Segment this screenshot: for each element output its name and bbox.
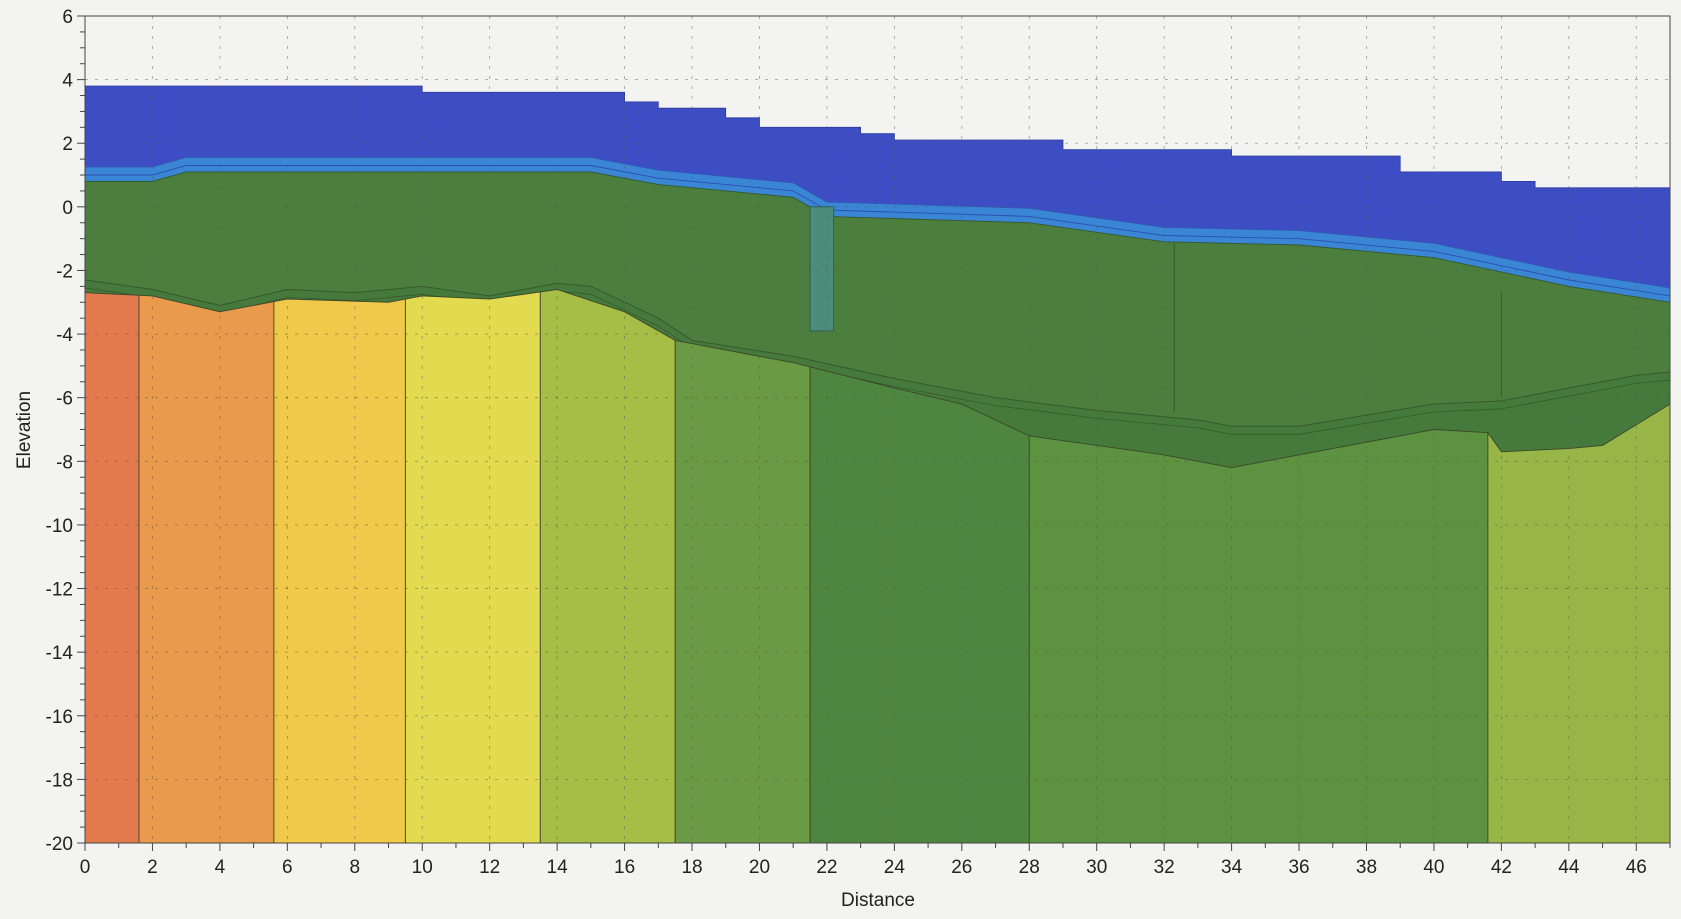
x-tick-label: 12 bbox=[479, 857, 500, 878]
y-tick-label: 0 bbox=[62, 198, 73, 219]
x-tick-label: 38 bbox=[1356, 857, 1377, 878]
y-tick-label: -14 bbox=[46, 643, 74, 664]
x-tick-label: 18 bbox=[681, 857, 702, 878]
y-tick-label: -10 bbox=[46, 516, 73, 537]
column-segment-2 bbox=[138, 294, 275, 844]
x-tick-label: 8 bbox=[349, 857, 360, 878]
x-tick-label: 16 bbox=[614, 857, 635, 878]
x-tick-label: 14 bbox=[547, 857, 569, 878]
y-tick-label: 6 bbox=[62, 7, 73, 28]
column-segment-5 bbox=[539, 289, 676, 844]
layer-fills bbox=[84, 85, 1671, 844]
x-tick-label: 30 bbox=[1086, 857, 1107, 878]
y-tick-label: -8 bbox=[56, 452, 73, 473]
y-tick-label: 2 bbox=[62, 134, 73, 155]
x-tick-label: 2 bbox=[147, 857, 158, 878]
y-tick-label: -18 bbox=[46, 770, 73, 791]
column-segment-1 bbox=[84, 292, 140, 844]
channel-feature bbox=[809, 206, 835, 332]
x-tick-label: 24 bbox=[884, 857, 906, 878]
x-tick-label: 20 bbox=[749, 857, 770, 878]
x-tick-label: 42 bbox=[1491, 857, 1512, 878]
y-tick-label: -16 bbox=[46, 707, 73, 728]
y-tick-label: -20 bbox=[46, 834, 73, 855]
y-tick-label: -6 bbox=[56, 389, 73, 410]
x-tick-label: 36 bbox=[1288, 857, 1309, 878]
column-segment-8 bbox=[1028, 429, 1489, 844]
column-segment-9 bbox=[1487, 403, 1671, 844]
column-segment-3 bbox=[273, 298, 406, 844]
x-tick-label: 34 bbox=[1221, 857, 1243, 878]
x-tick-label: 26 bbox=[951, 857, 972, 878]
x-tick-label: 0 bbox=[80, 857, 91, 878]
y-tick-label: -4 bbox=[56, 325, 73, 346]
y-axis-title: Elevation bbox=[14, 391, 35, 469]
x-tick-label: 6 bbox=[282, 857, 293, 878]
x-tick-label: 10 bbox=[412, 857, 433, 878]
y-tick-label: -12 bbox=[46, 580, 73, 601]
x-tick-label: 28 bbox=[1019, 857, 1040, 878]
column-segment-4 bbox=[404, 291, 541, 844]
x-tick-label: 40 bbox=[1423, 857, 1444, 878]
y-tick-label: -2 bbox=[56, 261, 73, 282]
x-tick-label: 4 bbox=[215, 857, 226, 878]
axes: 0 2 4 6 8 10 12 14 16 18 20 22 24 26 28 30 32 34 36 38 40 42 4… bbox=[46, 7, 1671, 878]
x-tick-label: 46 bbox=[1626, 857, 1647, 878]
x-tick-label: 44 bbox=[1558, 857, 1580, 878]
column-segment-7 bbox=[809, 366, 1030, 844]
x-tick-label: 22 bbox=[816, 857, 837, 878]
x-tick-label: 32 bbox=[1154, 857, 1175, 878]
x-axis-title: Distance bbox=[841, 890, 915, 911]
y-tick-label: 4 bbox=[62, 71, 73, 92]
column-segment-6 bbox=[674, 339, 811, 844]
